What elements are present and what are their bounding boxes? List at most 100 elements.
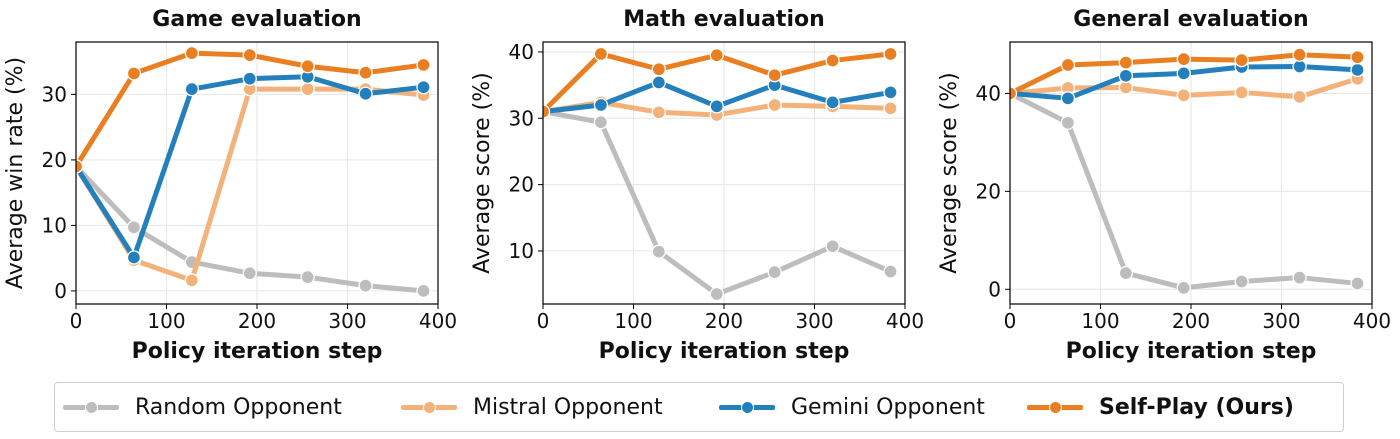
data-point-gemini [709,99,724,114]
data-point-selfplay [709,48,724,63]
legend-marker [741,401,754,414]
data-point-mistral [767,97,782,113]
y-tick-label: 10 [509,239,534,263]
data-point-mistral [1118,80,1133,95]
data-point-selfplay [1176,51,1191,67]
data-point-selfplay [126,66,142,81]
data-point-gemini [242,71,257,86]
data-point-gemini [1292,59,1307,74]
legend-label: Mistral Opponent [473,394,663,420]
data-point-gemini [593,97,609,113]
x-tick-label: 400 [419,309,457,333]
data-point-selfplay [1118,55,1133,70]
data-point-selfplay [416,57,431,73]
legend-marker [85,401,98,414]
chart-panel-3: 0 100 200 300 400 0 20 40 General evaluation Poli… [937,7,1391,364]
x-tick-label: 100 [614,309,652,333]
data-point-random [358,278,373,293]
x-axis-label: Policy iteration step [132,339,383,364]
x-axis-label: Policy iteration step [1066,339,1317,364]
data-point-random [126,220,142,235]
chart-title: Math evaluation [623,7,825,32]
x-tick-label: 100 [147,309,185,333]
y-axis-label: Average score (%) [470,72,495,274]
data-point-gemini [126,250,142,265]
data-point-gemini [184,82,199,97]
chart-title: General evaluation [1073,7,1308,32]
legend-swatch-selfplay [1027,397,1083,417]
legend-swatch-mistral [401,397,457,417]
data-point-random [1060,115,1076,130]
x-tick-label: 300 [1262,309,1300,333]
data-point-selfplay [1234,52,1249,68]
x-tick-label: 300 [795,309,833,333]
y-tick-label: 30 [509,106,534,130]
data-point-selfplay [1060,57,1076,73]
y-tick-label: 20 [509,173,534,197]
y-tick-label: 10 [42,213,67,237]
data-point-selfplay [883,46,898,62]
chart-panel-2: 0 100 200 300 400 10 20 30 40 Math evaluation Poli… [470,7,924,364]
data-point-random [883,264,898,279]
data-point-selfplay [1292,47,1307,62]
data-point-gemini [1350,62,1365,78]
data-point-gemini [416,80,431,95]
data-point-random [242,266,257,281]
legend-marker [1049,401,1062,414]
data-point-mistral [883,101,898,116]
data-point-gemini [1176,66,1191,81]
data-point-gemini [1060,91,1076,106]
data-point-selfplay [1350,50,1365,65]
legend-item-mistral: Mistral Opponent [401,383,663,431]
legend-item-gemini: Gemini Opponent [719,383,985,431]
data-point-gemini [651,75,666,90]
y-tick-label: 20 [976,179,1001,203]
legend: Random Opponent Mistral Opponent Gemini Op… [54,382,1344,432]
data-point-random [709,286,724,302]
x-tick-label: 200 [238,309,276,333]
data-point-mistral [1234,85,1249,100]
y-tick-label: 40 [976,81,1001,105]
legend-label: Self-Play (Ours) [1099,394,1294,420]
y-axis-label: Average score (%) [937,72,962,274]
data-point-random [1234,274,1249,289]
data-point-random [825,239,840,254]
data-point-random [651,244,666,259]
data-point-mistral [300,82,315,97]
x-tick-label: 400 [1353,309,1391,333]
legend-swatch-random [63,397,119,417]
data-point-selfplay [1010,86,1018,101]
legend-item-selfplay: Self-Play (Ours) [1027,383,1294,431]
data-point-gemini [883,85,898,100]
data-point-gemini [358,86,373,101]
y-tick-label: 0 [54,279,67,303]
x-tick-label: 200 [705,309,743,333]
x-tick-label: 400 [886,309,924,333]
data-point-selfplay [300,59,315,74]
x-tick-label: 100 [1081,309,1119,333]
data-point-mistral [651,105,666,120]
legend-swatch-gemini [719,397,775,417]
x-axis-label: Policy iteration step [599,339,850,364]
data-point-selfplay [358,65,373,80]
legend-marker [423,401,436,414]
x-tick-label: 200 [1172,309,1210,333]
legend-label: Random Opponent [135,394,342,420]
data-point-selfplay [767,68,782,83]
data-point-mistral [184,273,199,288]
data-point-random [416,283,431,299]
data-point-selfplay [593,46,609,62]
data-point-selfplay [242,47,257,63]
x-tick-label: 0 [70,309,83,333]
chart-panel-1: 0 100 200 300 400 0 10 20 30 Game evaluation Polic… [3,7,457,364]
y-tick-label: 30 [42,82,67,106]
data-point-gemini [1118,68,1133,83]
series-line-random [543,109,894,297]
data-point-gemini [825,95,840,110]
data-point-selfplay [825,53,840,68]
data-point-mistral [1176,88,1191,103]
data-point-selfplay [184,45,199,61]
chart-title: Game evaluation [152,7,361,32]
data-point-random [767,265,782,280]
